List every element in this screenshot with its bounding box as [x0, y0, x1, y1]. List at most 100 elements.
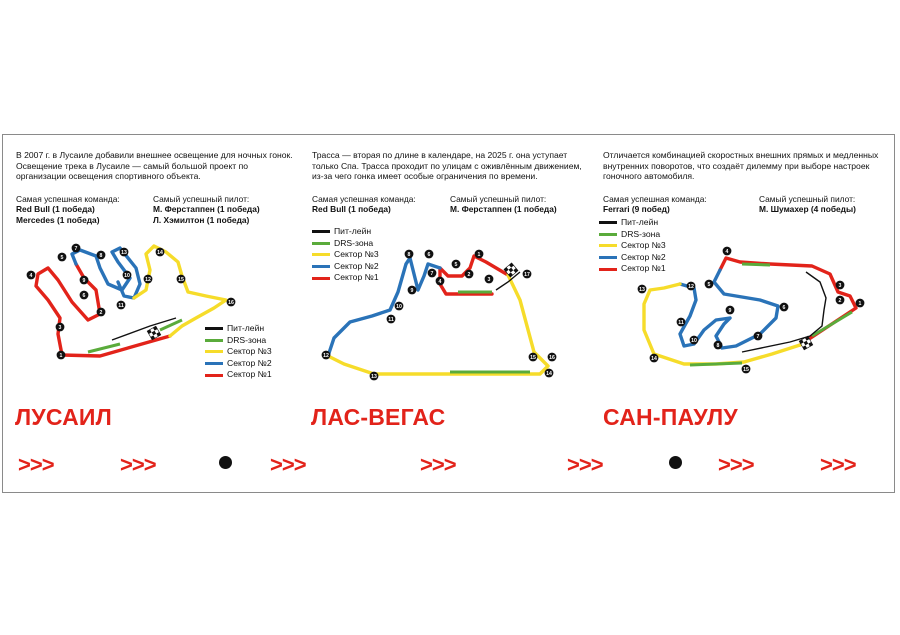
turn-marker — [725, 305, 735, 315]
team-block: Самая успешная команда: Red Bull (1 побе… — [312, 194, 416, 215]
legend-label: DRS-зона — [227, 334, 267, 345]
legend-swatch — [312, 265, 330, 269]
turn-marker — [176, 274, 186, 284]
turn-label: 13 — [639, 287, 645, 293]
legend-swatch — [599, 244, 617, 248]
turn-marker — [779, 302, 789, 312]
track-intro: Трасса — вторая по длине в календаре, на… — [312, 150, 582, 182]
turn-marker — [704, 279, 714, 289]
dot-decoration — [669, 456, 682, 469]
turn-marker — [689, 335, 699, 345]
legend-swatch — [205, 350, 223, 354]
team-block: Самая успешная команда: Red Bull (1 побе… — [16, 194, 120, 225]
sector-1-path — [34, 262, 172, 358]
chevron-decoration: >>> — [567, 452, 604, 477]
team-label: Самая успешная команда: — [16, 194, 120, 204]
chevron-decoration: >>> — [270, 452, 307, 477]
turn-marker — [427, 268, 437, 278]
turn-label: 3 — [839, 283, 842, 289]
turn-label: 11 — [678, 320, 684, 326]
legend-swatch — [312, 276, 330, 280]
turn-marker — [116, 300, 126, 310]
turn-label: 8 — [100, 253, 103, 259]
turn-label: 3 — [488, 277, 491, 283]
legend-label: Пит-лейн — [621, 217, 659, 227]
turn-label: 16 — [549, 355, 555, 361]
turn-label: 10 — [396, 304, 402, 310]
turn-marker — [451, 259, 461, 269]
legend-label: Сектор №3 — [621, 240, 666, 251]
turn-marker — [407, 285, 417, 295]
legend-label: Сектор №1 — [334, 272, 379, 283]
turn-label: 11 — [388, 317, 394, 323]
turn-marker — [547, 352, 557, 362]
turn-marker — [855, 298, 865, 308]
legend-label: Сектор №1 — [227, 369, 272, 380]
finish-flag-icon — [798, 335, 814, 351]
turn-markers: 1 2 3 4 5 6 7 8 9 10 11 12 13 14 15 16 — [26, 243, 236, 360]
driver-value: М. Ферстаппен (1 победа) — [450, 204, 557, 215]
turn-marker — [55, 322, 65, 332]
legend-item-drs: DRS-зона — [205, 335, 272, 347]
sector-3-path — [326, 273, 550, 376]
driver-block: Самый успешный пилот: М. Ферстаппен (1 п… — [450, 194, 557, 215]
legend-item-sector-1: Сектор №1 — [205, 369, 272, 381]
turn-label: 9 — [411, 288, 414, 294]
pit-lane — [741, 271, 827, 353]
legend-swatch — [599, 256, 617, 260]
driver-label: Самый успешный пилот: — [450, 194, 547, 204]
turn-marker — [528, 352, 538, 362]
turn-marker — [96, 307, 106, 317]
turn-marker — [26, 270, 36, 280]
legend-item-drs: DRS-зона — [599, 229, 666, 241]
legend-label: Пит-лейн — [227, 323, 265, 333]
driver-label: Самый успешный пилот: — [153, 194, 250, 204]
team-value: Red Bull (1 победа) — [312, 204, 391, 215]
turn-label: 6 — [428, 252, 431, 258]
legend-swatch — [205, 327, 223, 331]
track-map-las-vegas: 1 2 3 4 5 6 7 8 9 10 11 12 13 14 15 16 1… — [321, 249, 557, 381]
legend-swatch — [205, 338, 223, 342]
turn-marker — [649, 353, 659, 363]
legend-swatch — [312, 253, 330, 257]
turn-marker — [155, 247, 165, 257]
turn-label: 4 — [439, 279, 442, 285]
turn-label: 15 — [530, 355, 536, 361]
chevron-decoration: >>> — [420, 452, 457, 477]
turn-label: 6 — [83, 293, 86, 299]
legend-item-sector-1: Сектор №1 — [599, 263, 666, 275]
legend-item-sector-3: Сектор №3 — [205, 346, 272, 358]
turn-label: 16 — [228, 300, 234, 306]
turn-marker — [79, 290, 89, 300]
chevron-decoration: >>> — [718, 452, 755, 477]
legend-item-drs: DRS-зона — [312, 238, 379, 250]
turn-label: 1 — [478, 252, 481, 258]
turn-label: 7 — [431, 271, 434, 277]
sector-2-path — [678, 268, 780, 350]
track-intro: В 2007 г. в Лусаиле добавили внешнее осв… — [16, 150, 293, 182]
sector-1-path — [438, 254, 510, 296]
sector-2-path — [326, 256, 442, 358]
turn-marker — [753, 331, 763, 341]
turn-label: 12 — [688, 284, 694, 290]
legend-swatch — [312, 241, 330, 245]
turn-markers: 1 2 3 4 5 6 7 8 9 10 11 12 13 14 15 16 1… — [321, 249, 557, 381]
legend-label: Сектор №2 — [621, 251, 666, 262]
turn-marker — [484, 274, 494, 284]
track-panel-sao-paulo: Отличается комбинацией скоростных внешни… — [603, 150, 883, 214]
turn-label: 7 — [757, 334, 760, 340]
team-block: Самая успешная команда: Ferrari (9 побед… — [603, 194, 707, 215]
turn-marker — [637, 284, 647, 294]
driver-value: М. Шумахер (4 победы) — [759, 204, 856, 215]
turn-marker — [143, 274, 153, 284]
legend-item-sector-2: Сектор №2 — [312, 261, 379, 273]
turn-marker — [722, 246, 732, 256]
legend-lusail: Пит-лейн DRS-зона Сектор №3 Сектор №2 Се… — [205, 323, 272, 381]
turn-label: 2 — [468, 272, 471, 278]
dot-decoration — [219, 456, 232, 469]
turn-marker — [424, 249, 434, 259]
team-label: Самая успешная команда: — [312, 194, 416, 204]
sector-1-path — [718, 256, 858, 347]
legend-swatch — [205, 362, 223, 366]
turn-label: 14 — [651, 356, 657, 362]
